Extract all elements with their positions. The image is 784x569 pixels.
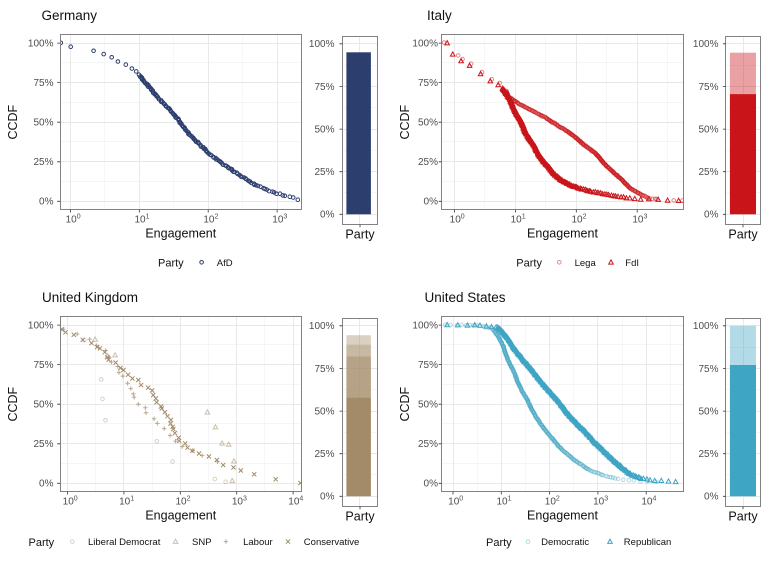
svg-text:50%: 50% <box>418 118 438 129</box>
svg-text:Liberal Democrat: Liberal Democrat <box>88 537 161 548</box>
svg-text:75%: 75% <box>314 82 334 93</box>
svg-text:50%: 50% <box>33 400 53 411</box>
svg-text:Party: Party <box>345 227 375 241</box>
svg-text:100%: 100% <box>309 321 335 332</box>
svg-text:FdI: FdI <box>625 258 639 269</box>
svg-text:Republican: Republican <box>624 537 672 548</box>
svg-text:Party: Party <box>345 509 375 523</box>
svg-text:Party: Party <box>728 227 758 241</box>
svg-text:25%: 25% <box>314 167 334 178</box>
svg-text:25%: 25% <box>33 439 53 450</box>
svg-text:25%: 25% <box>698 449 718 460</box>
svg-text:25%: 25% <box>418 439 438 450</box>
svg-text:0%: 0% <box>320 492 335 503</box>
svg-text:75%: 75% <box>418 78 438 89</box>
svg-text:0%: 0% <box>424 479 439 490</box>
svg-text:Democratic: Democratic <box>541 537 589 548</box>
svg-text:25%: 25% <box>314 449 334 460</box>
svg-text:0%: 0% <box>39 479 54 490</box>
svg-text:100%: 100% <box>693 39 719 50</box>
svg-text:50%: 50% <box>698 406 718 417</box>
svg-text:50%: 50% <box>314 125 334 136</box>
svg-text:Party: Party <box>158 257 184 269</box>
svg-text:Party: Party <box>486 537 512 549</box>
svg-text:Party: Party <box>516 257 542 269</box>
svg-text:Italy: Italy <box>427 8 452 23</box>
svg-text:75%: 75% <box>698 82 718 93</box>
svg-text:0%: 0% <box>320 210 335 221</box>
svg-text:Lega: Lega <box>575 258 597 269</box>
svg-text:Engagement: Engagement <box>145 509 216 523</box>
svg-text:100%: 100% <box>412 321 438 332</box>
svg-text:SNP: SNP <box>192 537 212 548</box>
svg-text:CCDF: CCDF <box>6 104 20 139</box>
svg-text:CCDF: CCDF <box>6 386 20 421</box>
svg-text:Germany: Germany <box>42 8 98 23</box>
svg-text:50%: 50% <box>33 118 53 129</box>
svg-text:25%: 25% <box>418 157 438 168</box>
svg-text:75%: 75% <box>418 360 438 371</box>
svg-text:Engagement: Engagement <box>527 227 598 241</box>
svg-text:Conservative: Conservative <box>304 537 359 548</box>
svg-text:50%: 50% <box>418 400 438 411</box>
svg-text:25%: 25% <box>33 157 53 168</box>
svg-text:Labour: Labour <box>243 537 273 548</box>
svg-text:CCDF: CCDF <box>398 104 412 139</box>
svg-text:75%: 75% <box>314 364 334 375</box>
svg-text:AfD: AfD <box>217 258 233 269</box>
svg-text:75%: 75% <box>33 78 53 89</box>
svg-text:Engagement: Engagement <box>145 227 216 241</box>
svg-text:Party: Party <box>728 509 758 523</box>
svg-text:0%: 0% <box>704 210 719 221</box>
svg-text:United States: United States <box>425 290 506 305</box>
svg-text:100%: 100% <box>693 321 719 332</box>
svg-text:50%: 50% <box>698 125 718 136</box>
svg-text:25%: 25% <box>698 167 718 178</box>
svg-text:United Kingdom: United Kingdom <box>42 290 138 305</box>
svg-text:0%: 0% <box>704 492 719 503</box>
svg-text:100%: 100% <box>28 39 54 50</box>
svg-text:100%: 100% <box>412 39 438 50</box>
svg-text:0%: 0% <box>39 197 54 208</box>
svg-text:100%: 100% <box>309 39 335 50</box>
svg-text:0%: 0% <box>424 197 439 208</box>
svg-text:CCDF: CCDF <box>398 386 412 421</box>
svg-text:Party: Party <box>29 537 55 549</box>
svg-text:Engagement: Engagement <box>527 509 598 523</box>
svg-text:75%: 75% <box>33 360 53 371</box>
svg-text:75%: 75% <box>698 364 718 375</box>
svg-text:100%: 100% <box>28 321 54 332</box>
svg-text:50%: 50% <box>314 406 334 417</box>
